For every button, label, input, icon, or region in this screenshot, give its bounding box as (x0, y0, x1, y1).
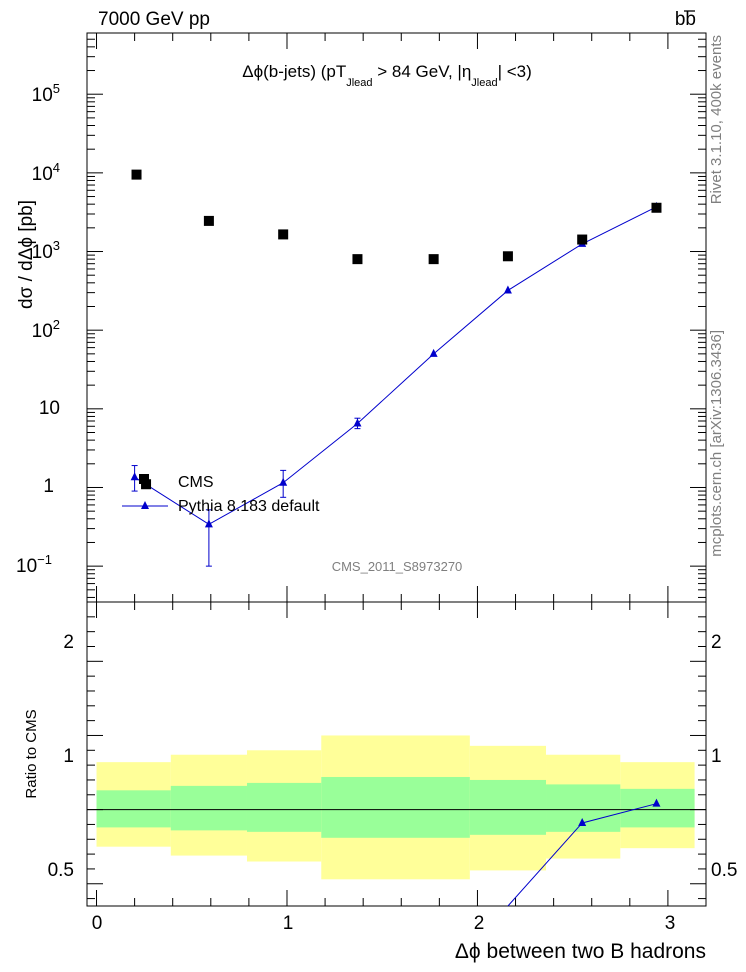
green-band-1 (170, 785, 247, 831)
xlabel: Δϕ between two B hadrons (455, 940, 706, 963)
mcplots-label: mcplots.cern.ch [arXiv:1306.3436] (708, 330, 725, 557)
green-band-4 (469, 779, 547, 835)
cms-point (577, 234, 588, 245)
ytick-label-1em1: 10−1 (16, 552, 52, 577)
legend-pythia-marker (141, 501, 149, 509)
legend-pythia-label: Pythia 8.183 default (178, 498, 320, 515)
cms-point (352, 254, 363, 265)
xtick-1: 1 (283, 913, 294, 934)
xtick-0: 0 (92, 913, 103, 934)
axis-ticks (87, 32, 706, 906)
ytick-label-1e3: 103 (32, 238, 60, 263)
cms-point (278, 229, 289, 240)
ratio-frame (86, 601, 707, 907)
ytick-label-1e4: 104 (32, 160, 60, 185)
ytick-label-1e1: 10 (39, 398, 60, 419)
ratio-ytick-labels: 2 1 0.5 2 1 0.5 (48, 632, 738, 881)
main-ytick-labels: 105 104 103 102 10 1 10−1 (16, 81, 60, 577)
pythia-point (503, 285, 512, 294)
cms-series (131, 169, 662, 490)
ratio-bands (96, 735, 695, 880)
ytick-label-1e5: 105 (32, 81, 60, 106)
pythia-point (279, 477, 288, 486)
ytick-label-1e2: 102 (32, 317, 60, 342)
title-suffix: | <3) (498, 62, 532, 81)
ytick-label-1e0: 1 (43, 476, 54, 497)
legend-cms-marker (139, 474, 149, 484)
ratio-ytick-2-left: 2 (63, 632, 74, 653)
xtick-3: 3 (665, 913, 676, 934)
main-ylabel: dσ / dΔϕ [pb] (16, 200, 37, 309)
pythia-point (353, 418, 362, 427)
title-sub2: Jlead (471, 77, 497, 89)
ratio-ylabel: Ratio to CMS (23, 709, 40, 798)
ratio-ytick-2-right: 2 (711, 632, 722, 653)
rivet-label: Rivet 3.1.10, 400k events (708, 35, 725, 204)
energy-label: 7000 GeV pp (98, 9, 210, 30)
cms-point (203, 215, 214, 226)
pythia-point (429, 348, 438, 357)
legend-cms-label: CMS (178, 474, 214, 491)
ratio-pythia-series (507, 798, 661, 907)
ratio-ytick-05-right: 0.5 (711, 860, 737, 881)
main-frame (86, 32, 707, 603)
title-sub1: Jlead (346, 77, 372, 89)
legend: CMS Pythia 8.183 default (122, 474, 320, 515)
main-title: Δϕ(b-jets) (pTJlead > 84 GeV, |ηJlead| <… (242, 62, 532, 89)
ratio-ytick-1-left: 1 (63, 746, 74, 767)
cms-point (502, 251, 513, 262)
title-prefix: Δϕ(b-jets) (pT (242, 62, 346, 81)
ratio-pythia-point (578, 817, 587, 826)
green-band-6 (620, 788, 695, 828)
xtick-labels: 0 1 2 3 (92, 913, 676, 934)
pythia-point (204, 519, 213, 528)
pythia-point (130, 472, 139, 481)
ratio-ytick-05-left: 0.5 (48, 860, 74, 881)
green-band-2 (246, 782, 322, 832)
process-label: bb (675, 9, 696, 30)
title-mid: > 84 GeV, |η (373, 62, 472, 81)
cms-point (428, 254, 439, 265)
ratio-pythia-point (652, 798, 661, 807)
ratio-ytick-1-right: 1 (711, 746, 722, 767)
xtick-2: 2 (474, 913, 485, 934)
pythia-line (134, 206, 657, 525)
cms-point (141, 479, 152, 490)
green-band-3 (321, 776, 470, 838)
green-band-0 (96, 790, 171, 828)
cms-point (651, 202, 662, 213)
analysis-id: CMS_2011_S8973270 (332, 559, 463, 574)
cms-point (131, 169, 142, 180)
